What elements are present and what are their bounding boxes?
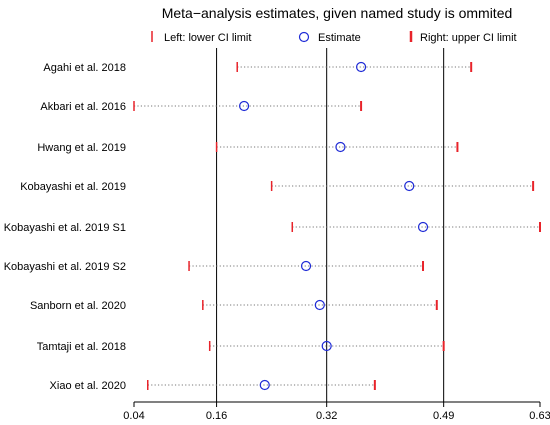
chart-title: Meta−analysis estimates, given named stu… bbox=[162, 5, 513, 21]
study-row: Kobayashi et al. 2019 bbox=[20, 180, 535, 193]
estimate-marker bbox=[355, 61, 367, 73]
study-row: Agahi et al. 2018 bbox=[43, 61, 473, 74]
study-rows: Agahi et al. 2018 Akbari et al. 2016 Hwang… bbox=[4, 61, 541, 392]
legend: Left: lower CI limit Estimate Right: upp… bbox=[151, 31, 517, 44]
study-row: Tamtaji et al. 2018 bbox=[37, 340, 445, 353]
study-label: Tamtaji et al. 2018 bbox=[37, 341, 126, 353]
study-row: Akbari et al. 2016 bbox=[40, 100, 363, 113]
x-tick-label: 0.16 bbox=[206, 410, 227, 422]
study-label: Kobayashi et al. 2019 S2 bbox=[4, 261, 126, 273]
estimate-marker bbox=[259, 379, 270, 391]
legend-estimate-label: Estimate bbox=[318, 32, 361, 44]
x-tick-label: 0.49 bbox=[433, 410, 454, 422]
study-label: Sanborn et al. 2020 bbox=[30, 300, 126, 312]
x-tick-label: 0.32 bbox=[316, 410, 337, 422]
study-label: Akbari et al. 2016 bbox=[40, 101, 126, 113]
estimate-marker bbox=[335, 141, 346, 153]
study-row: Hwang et al. 2019 bbox=[37, 141, 459, 154]
estimate-marker bbox=[300, 260, 312, 272]
study-row: Kobayashi et al. 2019 S1 bbox=[4, 221, 541, 234]
legend-lower-label: Left: lower CI limit bbox=[164, 32, 251, 44]
estimate-marker bbox=[417, 221, 429, 233]
estimate-marker bbox=[321, 340, 332, 352]
study-row: Kobayashi et al. 2019 S2 bbox=[4, 260, 425, 273]
study-row: Sanborn et al. 2020 bbox=[30, 299, 438, 312]
study-label: Xiao et al. 2020 bbox=[50, 380, 126, 392]
estimate-marker bbox=[314, 299, 325, 311]
x-tick-label: 0.63 bbox=[529, 410, 550, 422]
legend-estimate-marker bbox=[298, 31, 310, 43]
study-label: Agahi et al. 2018 bbox=[43, 62, 126, 74]
study-label: Kobayashi et al. 2019 S1 bbox=[4, 222, 126, 234]
study-label: Hwang et al. 2019 bbox=[37, 142, 126, 154]
x-axis: 0.04 0.16 0.32 0.49 0.63 bbox=[123, 401, 550, 422]
estimate-marker bbox=[404, 180, 415, 192]
x-tick-label: 0.04 bbox=[123, 410, 144, 422]
study-row: Xiao et al. 2020 bbox=[50, 379, 376, 392]
study-label: Kobayashi et al. 2019 bbox=[20, 181, 126, 193]
legend-upper-label: Right: upper CI limit bbox=[420, 32, 517, 44]
estimate-marker bbox=[239, 100, 250, 112]
